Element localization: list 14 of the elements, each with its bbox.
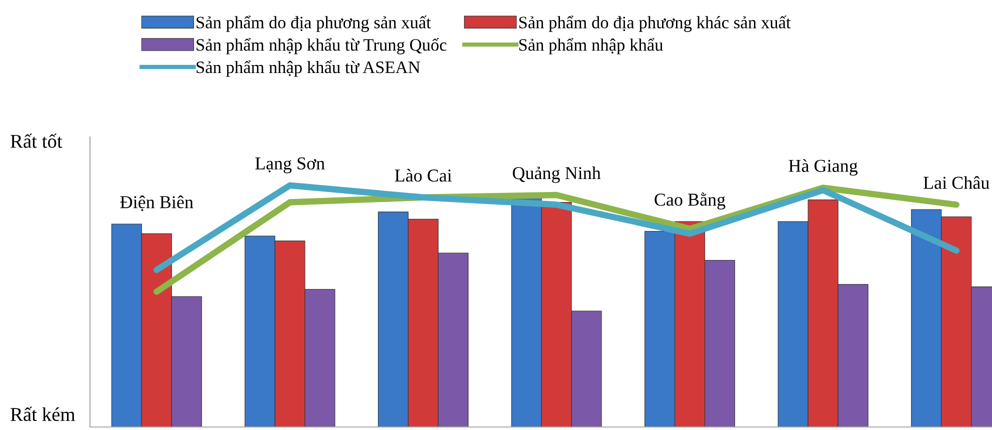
legend-label: Sản phẩm do địa phương khác sản xuất (519, 16, 791, 32)
text: Rất tốt (10, 134, 62, 148)
x-tick-label: Quảng Ninh (512, 166, 601, 183)
x-tick-label: Lạng Sơn (255, 157, 325, 174)
legend-label: Sản phẩm nhập khẩu từ Trung Quốc (196, 38, 446, 54)
text: Rất kém (10, 406, 76, 422)
legend-label: Sản phẩm nhập khẩu (519, 38, 663, 54)
legend-label: Sản phẩm do địa phương sản xuất (196, 16, 431, 32)
x-tick-label: Lai Châu (924, 176, 990, 189)
x-tick-label: Hà Giang (788, 159, 858, 176)
legend-label: Sản phẩm nhập khẩu từ ASEAN (196, 60, 420, 77)
x-tick-label: Cao Bằng (654, 192, 726, 210)
x-tick-label: Điện Biên (120, 196, 194, 212)
x-tick-label: Lào Cai (394, 168, 452, 182)
